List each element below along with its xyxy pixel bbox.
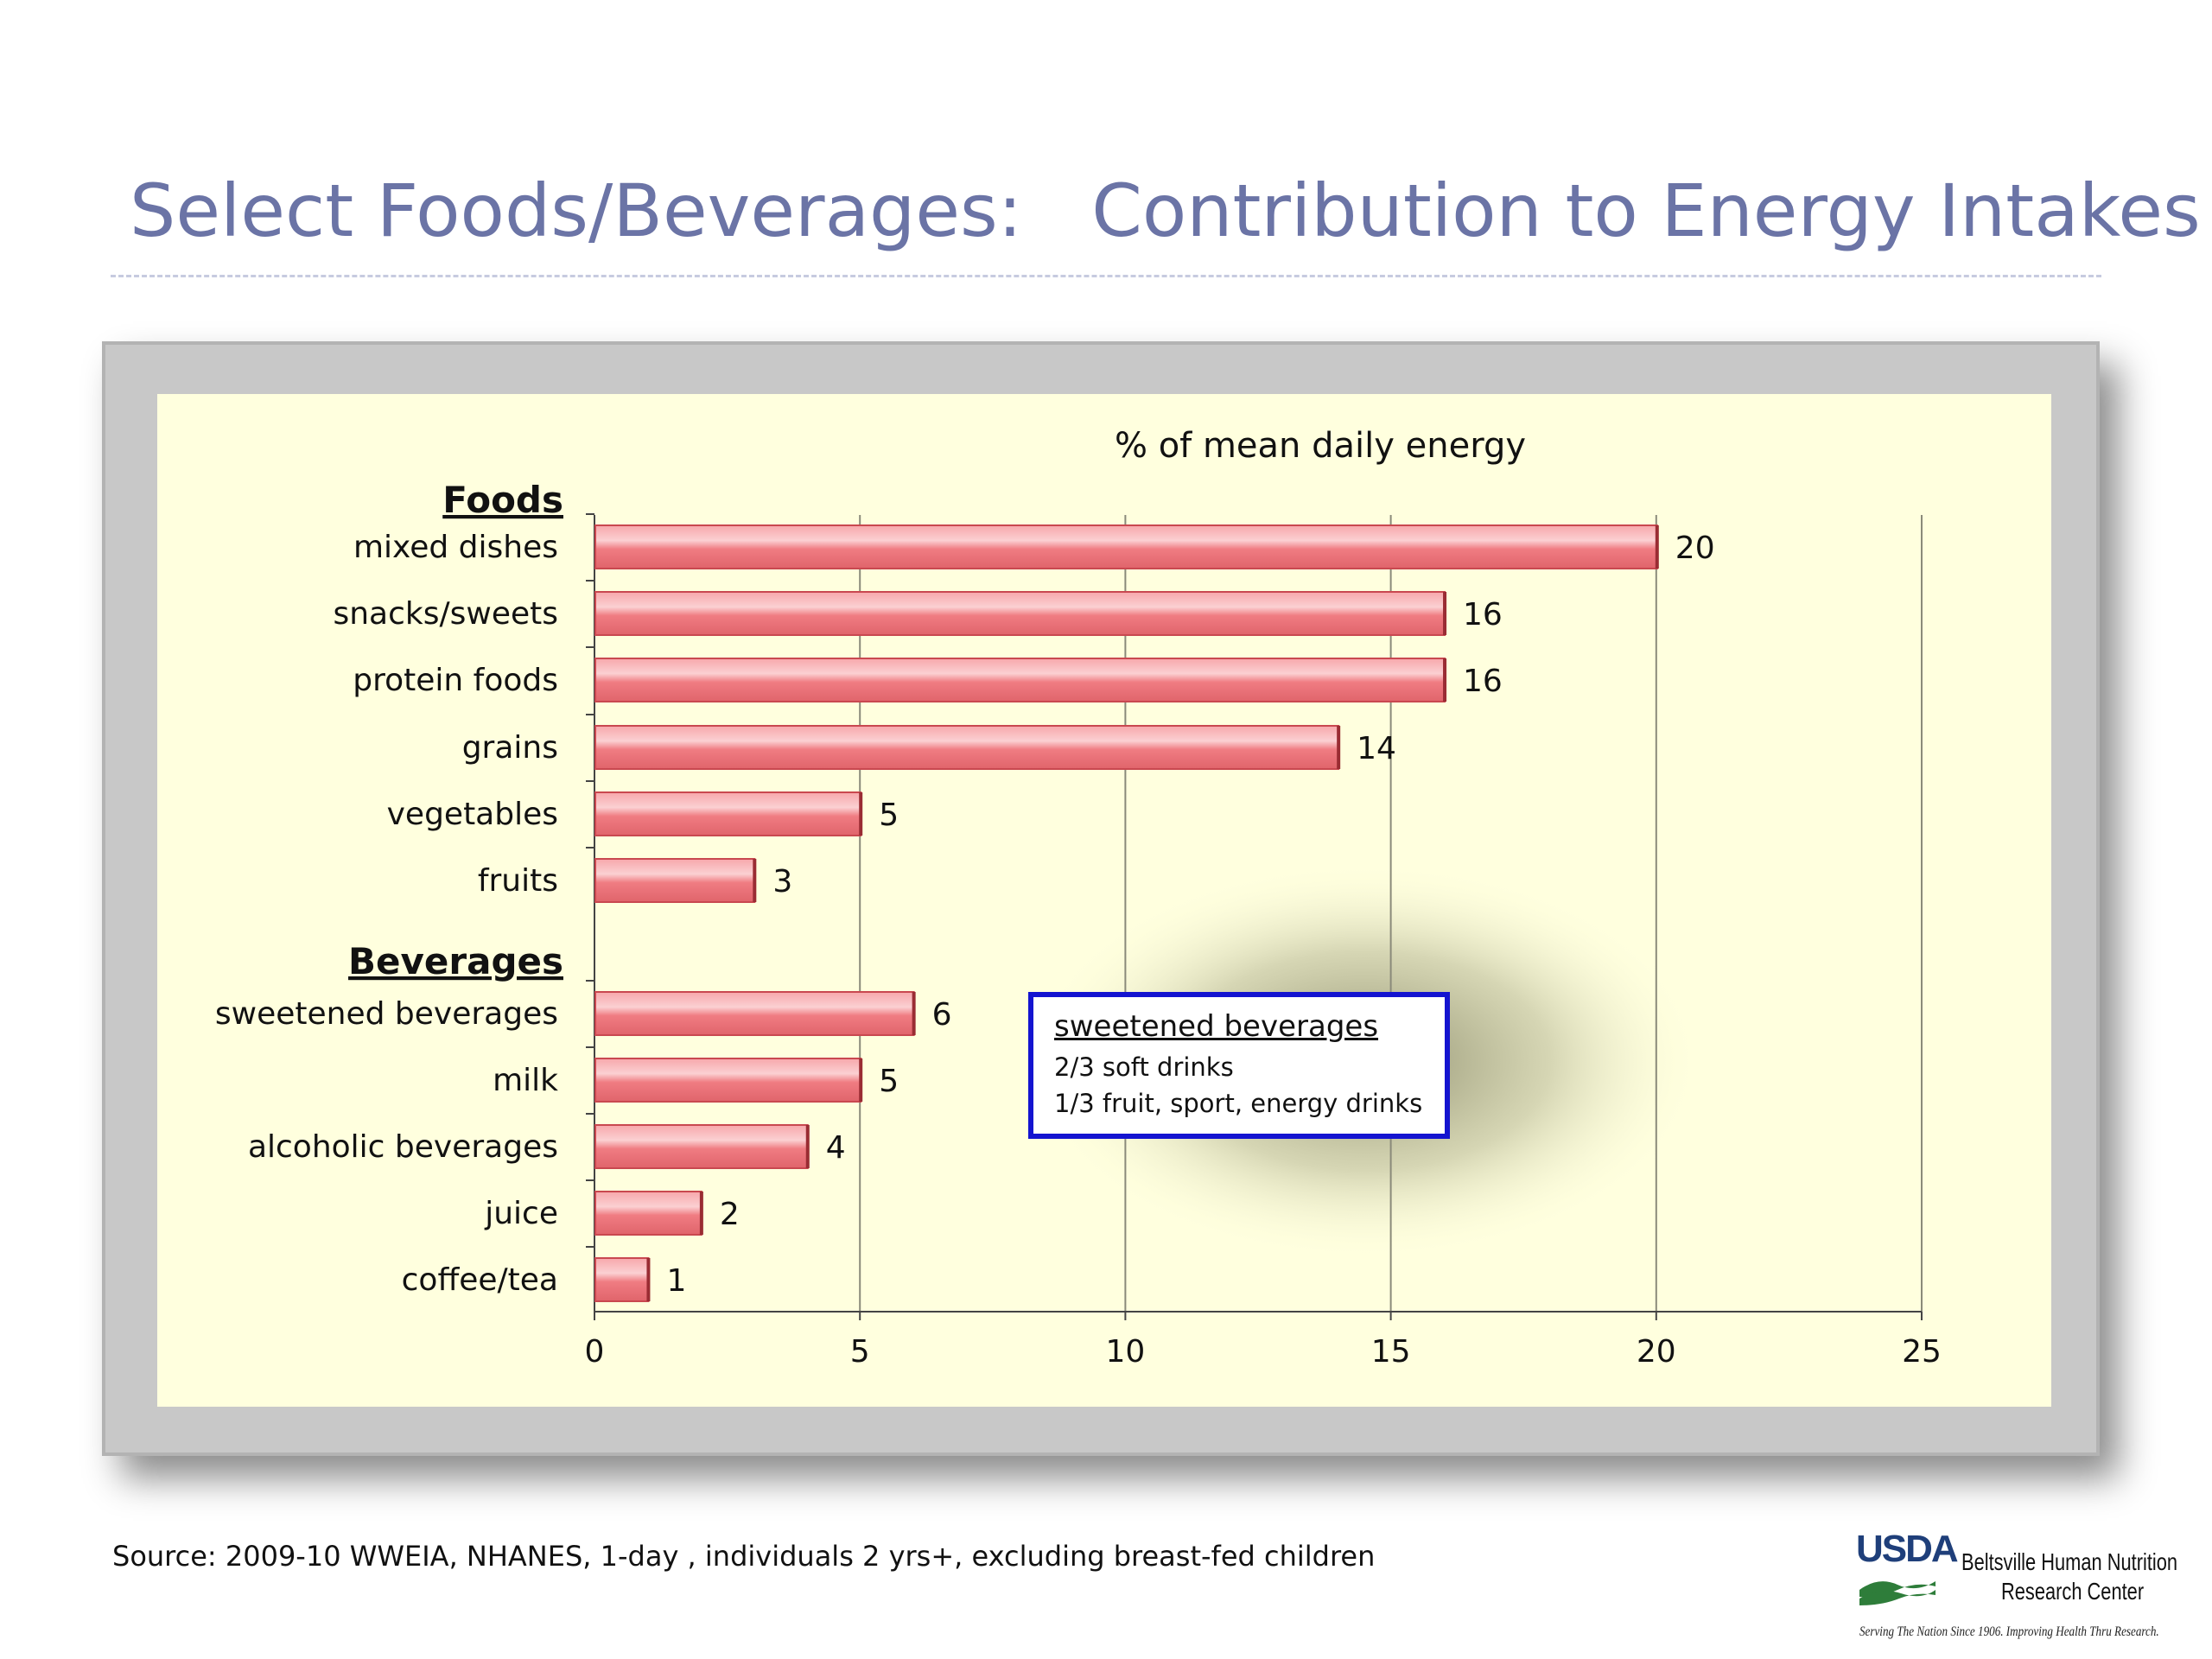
data-label-mixed-dishes: 20 bbox=[1675, 531, 1715, 566]
category-label-sweetened-beverages: sweetened beverages bbox=[215, 996, 558, 1032]
bar-vegetables bbox=[594, 791, 862, 836]
category-label-coffee-tea: coffee/tea bbox=[402, 1262, 558, 1298]
category-label-fruits: fruits bbox=[478, 863, 558, 899]
bar-juice bbox=[594, 1191, 702, 1236]
title-divider bbox=[111, 275, 2101, 277]
data-label-fruits: 3 bbox=[772, 864, 792, 899]
bar-grains bbox=[594, 725, 1340, 770]
bar-sweetened-beverages bbox=[594, 991, 915, 1036]
category-label-juice: juice bbox=[484, 1196, 558, 1231]
x-tick-label: 5 bbox=[850, 1334, 870, 1370]
x-tick-label: 25 bbox=[1902, 1334, 1942, 1370]
usda-hills-icon bbox=[1859, 1581, 1936, 1605]
bar-coffee-tea bbox=[594, 1257, 650, 1302]
bar-milk bbox=[594, 1058, 862, 1103]
category-label-snacks-sweets: snacks/sweets bbox=[333, 596, 558, 632]
data-label-snacks-sweets: 16 bbox=[1463, 597, 1503, 632]
callout-line-2: 1/3 fruit, sport, energy drinks bbox=[1054, 1089, 1423, 1118]
x-tick-label: 10 bbox=[1105, 1334, 1145, 1370]
category-label-protein-foods: protein foods bbox=[353, 663, 558, 698]
category-label-grains: grains bbox=[462, 730, 558, 766]
data-label-protein-foods: 16 bbox=[1463, 664, 1503, 699]
bar-snacks-sweets bbox=[594, 591, 1446, 636]
category-label-vegetables: vegetables bbox=[387, 797, 558, 832]
data-label-grains: 14 bbox=[1357, 731, 1396, 766]
data-label-juice: 2 bbox=[720, 1197, 740, 1232]
callout-line-1: 2/3 soft drinks bbox=[1054, 1052, 1234, 1082]
bar-protein-foods bbox=[594, 658, 1446, 702]
chart-title: % of mean daily energy bbox=[1115, 426, 1526, 466]
usda-logo: USDA Beltsville Human Nutrition Research… bbox=[1856, 1528, 2202, 1649]
data-label-alcoholic-beverages: 4 bbox=[826, 1130, 846, 1166]
category-label-alcoholic-beverages: alcoholic beverages bbox=[248, 1129, 558, 1165]
bar-fruits bbox=[594, 858, 756, 903]
data-label-milk: 5 bbox=[879, 1064, 899, 1099]
bar-mixed-dishes bbox=[594, 524, 1658, 569]
x-tick-label: 20 bbox=[1637, 1334, 1676, 1370]
group-header-foods: Foods bbox=[442, 479, 563, 521]
category-label-mixed-dishes: mixed dishes bbox=[353, 530, 558, 565]
category-label-milk: milk bbox=[493, 1063, 558, 1098]
data-label-coffee-tea: 1 bbox=[666, 1263, 686, 1299]
logo-org-line-2: Research Center bbox=[2001, 1578, 2145, 1605]
x-tick-label: 15 bbox=[1371, 1334, 1411, 1370]
data-label-sweetened-beverages: 6 bbox=[932, 997, 952, 1033]
data-label-vegetables: 5 bbox=[879, 798, 899, 833]
group-header-beverages: Beverages bbox=[348, 940, 563, 982]
bar-alcoholic-beverages bbox=[594, 1124, 809, 1169]
callout-title: sweetened beverages bbox=[1054, 1009, 1379, 1044]
logo-org-line-1: Beltsville Human Nutrition bbox=[1961, 1548, 2178, 1575]
sweetened-beverages-callout: sweetened beverages 2/3 soft drinks 1/3 … bbox=[1028, 992, 1450, 1139]
slide-title: Select Foods/Beverages: Contribution to … bbox=[130, 168, 2201, 253]
logo-motto: Serving The Nation Since 1906. Improving… bbox=[1859, 1624, 2159, 1639]
x-tick-label: 0 bbox=[585, 1334, 605, 1370]
chart-frame: 0 5 10 15 20 25 Foods mixed dishes 20 snacks/swee… bbox=[102, 341, 2100, 1456]
usda-wordmark: USDA bbox=[1856, 1528, 1959, 1570]
source-note: Source: 2009-10 WWEIA, NHANES, 1-day , i… bbox=[112, 1540, 1376, 1573]
